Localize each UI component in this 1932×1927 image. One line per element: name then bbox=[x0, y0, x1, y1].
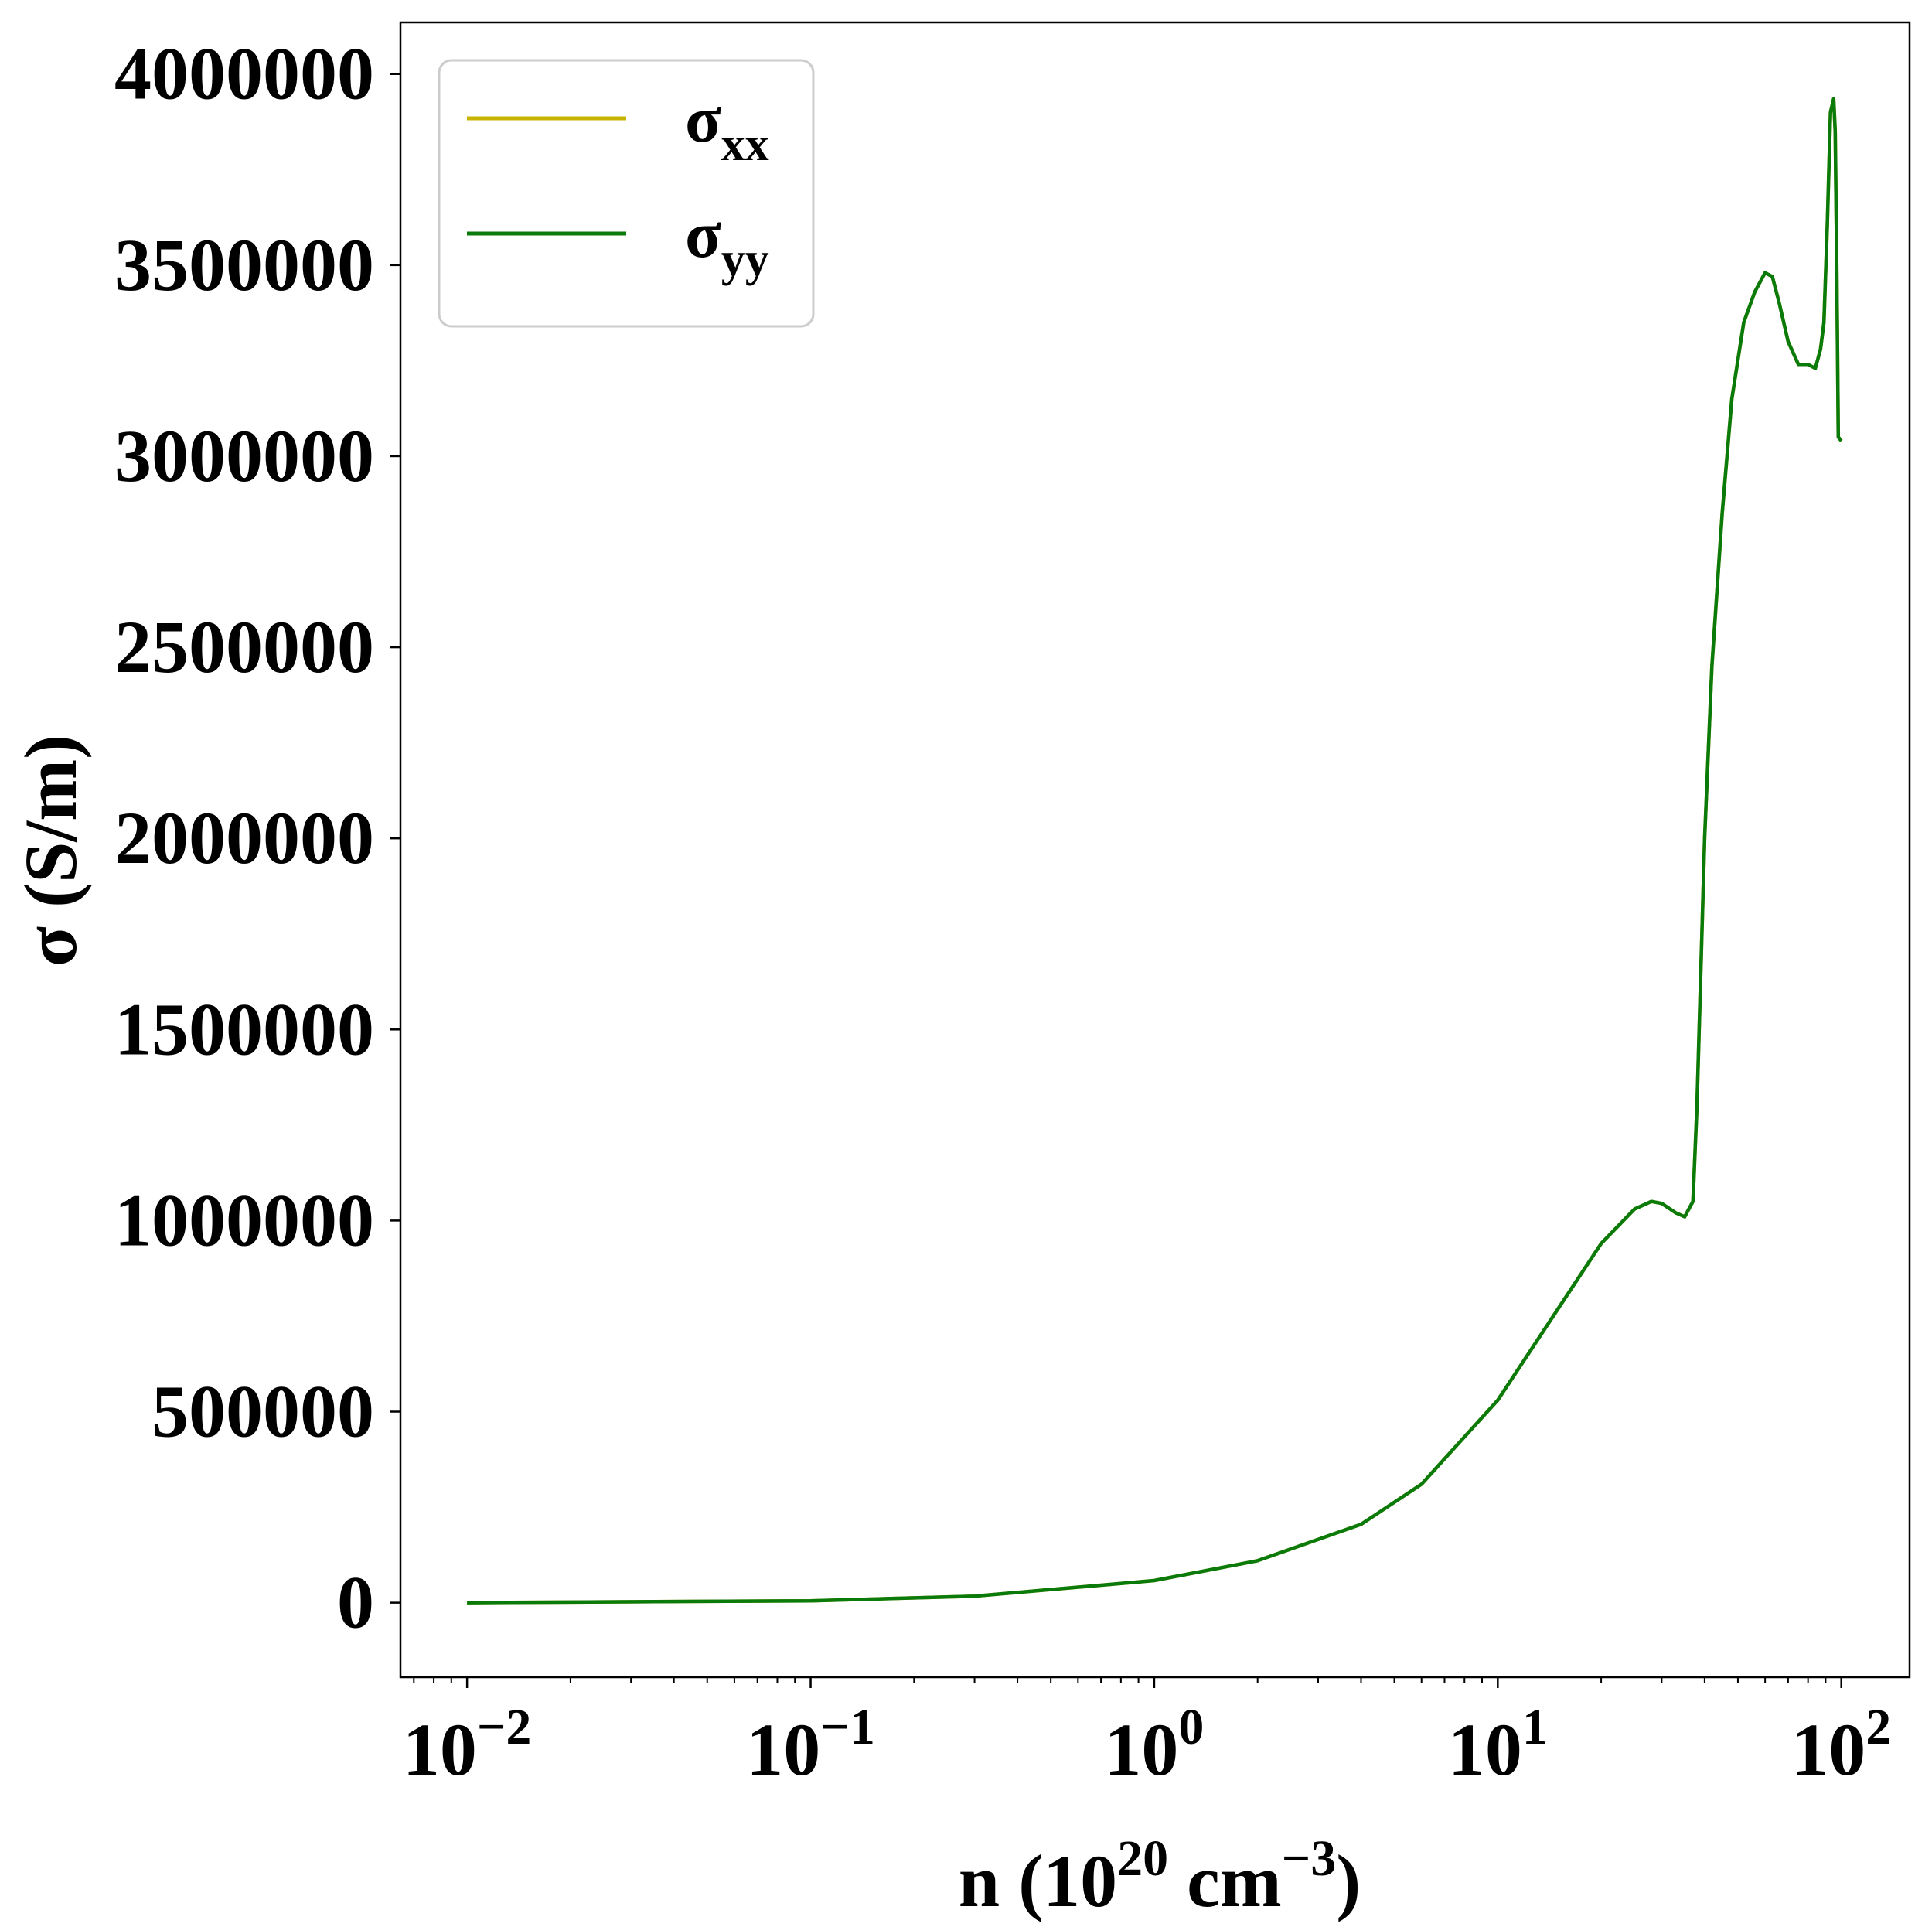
y-tick-label: 500000 bbox=[152, 1370, 374, 1453]
y-tick-label: 0 bbox=[337, 1561, 374, 1644]
y-tick-label: 3500000 bbox=[114, 223, 374, 306]
y-tick-label: 2000000 bbox=[114, 796, 374, 879]
y-tick-label: 1500000 bbox=[114, 987, 374, 1070]
x-tick-label: 10−1 bbox=[746, 1699, 875, 1791]
x-tick-label: 101 bbox=[1448, 1699, 1548, 1791]
series-layer bbox=[467, 97, 1843, 1605]
x-tick-label: 102 bbox=[1791, 1699, 1891, 1791]
series-line-yy bbox=[467, 97, 1843, 1605]
x-tick-label: 100 bbox=[1104, 1699, 1204, 1791]
y-tick-label: 3000000 bbox=[114, 414, 374, 497]
x-axis-label: n (1020 cm−3) bbox=[959, 1830, 1361, 1922]
legend-frame bbox=[438, 59, 815, 328]
y-tick-label: 2500000 bbox=[114, 605, 374, 688]
y-tick-label: 4000000 bbox=[114, 32, 374, 115]
y-axis: 0 500000 1000000 1500000 2000000 2500000 30000… bbox=[114, 32, 400, 1644]
y-axis-label: σ (S/m) bbox=[9, 735, 92, 967]
x-axis: 10−2 10−1 100 101 102 bbox=[403, 1677, 1891, 1791]
legend-label-sigma-xx: σxx bbox=[685, 82, 769, 171]
y-tick-label: 1000000 bbox=[114, 1178, 374, 1261]
x-tick-label: 10−2 bbox=[403, 1699, 532, 1791]
legend: σxx σyy bbox=[438, 59, 815, 328]
legend-label-sigma-yy: σyy bbox=[685, 197, 769, 286]
